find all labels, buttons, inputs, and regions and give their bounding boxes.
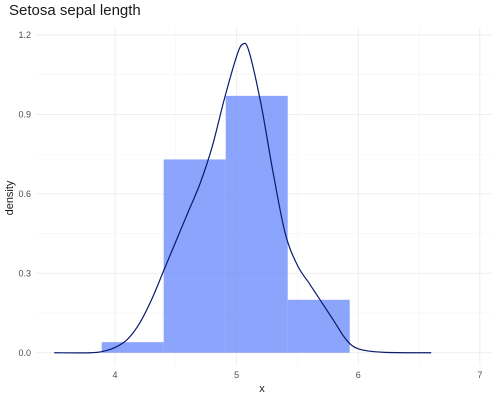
histogram-bar bbox=[225, 95, 288, 353]
x-tick-label: 6 bbox=[356, 370, 361, 380]
y-tick-label: 0.6 bbox=[18, 189, 31, 199]
histogram-bar bbox=[287, 299, 350, 353]
y-tick-label: 0.9 bbox=[18, 109, 31, 119]
x-tick-label: 5 bbox=[234, 370, 239, 380]
x-axis-ticks: 4 5 6 7 bbox=[113, 370, 483, 380]
y-tick-label: 0.3 bbox=[18, 268, 31, 278]
density-curve-group bbox=[54, 42, 432, 354]
x-tick-label: 7 bbox=[477, 370, 482, 380]
y-axis-title: density bbox=[4, 180, 16, 215]
y-tick-label: 1.2 bbox=[18, 30, 31, 40]
chart-title: Setosa sepal length bbox=[9, 2, 141, 19]
x-tick-label: 4 bbox=[113, 370, 118, 380]
x-axis-title: x bbox=[259, 383, 265, 395]
histogram-bar bbox=[101, 342, 164, 353]
histogram-bars bbox=[101, 95, 350, 353]
histogram-bar bbox=[163, 159, 226, 353]
y-axis-ticks: 0.0 0.3 0.6 0.9 1.2 bbox=[18, 30, 31, 358]
y-tick-label: 0.0 bbox=[18, 348, 31, 358]
density-curve bbox=[54, 42, 432, 354]
